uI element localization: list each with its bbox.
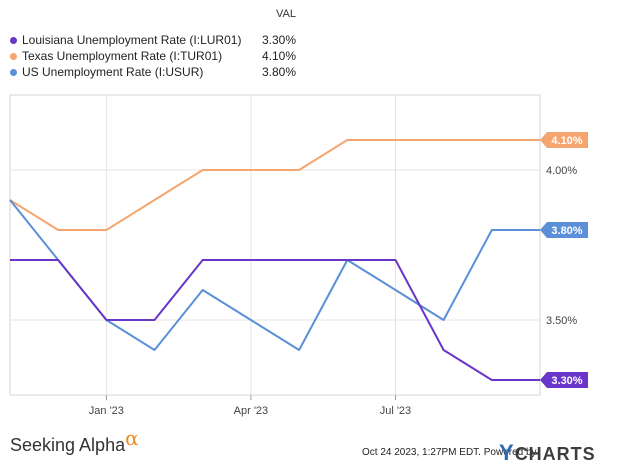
ycharts-logo-y: Y [499, 440, 515, 465]
end-value-tag-bg-2 [540, 222, 588, 238]
end-value-tag-bg-1 [540, 132, 588, 148]
plot-frame [9, 94, 541, 396]
y-tick-label-1: 4.00% [546, 165, 577, 177]
legend-label-texas: Texas Unemployment Rate (I:TUR01) [22, 49, 223, 63]
series-line-1 [9, 139, 540, 231]
y-tick-label-0: 3.50% [546, 315, 577, 327]
legend-dot-louisiana [10, 37, 17, 44]
seeking-alpha-logo: Seeking Alphaα [10, 426, 139, 456]
legend-label-louisiana: Louisiana Unemployment Rate (I:LUR01) [22, 33, 242, 47]
x-tick-label-0: Jan '23 [89, 405, 124, 417]
seeking-alpha-text: Seeking Alpha [10, 435, 126, 455]
legend-dot-texas [10, 53, 17, 60]
end-value-tag-1: 4.10% [540, 132, 588, 148]
legend-value-us: 3.80% [261, 65, 296, 79]
legend-val-header: VAL [276, 8, 296, 20]
end-value-tag-2: 3.80% [540, 222, 588, 238]
end-value-label-0: 3.30% [551, 375, 582, 387]
powered-by-text: Powered by [483, 447, 537, 458]
legend-dot-us [10, 69, 17, 76]
series-line-2 [9, 199, 540, 351]
end-value-label-1: 4.10% [551, 135, 582, 147]
end-value-label-2: 3.80% [551, 225, 582, 237]
legend-value-louisiana: 3.30% [261, 33, 296, 47]
timestamp: Oct 24 2023, 1:27PM EDT. [362, 447, 481, 458]
legend-entry-us[interactable]: US Unemployment Rate (I:USUR) 3.80% [8, 64, 308, 80]
end-value-tag-0: 3.30% [540, 372, 588, 388]
end-value-tag-bg-0 [540, 372, 588, 388]
x-tick-label-1: Apr '23 [234, 405, 269, 417]
series-line-0 [10, 259, 540, 381]
alpha-symbol: α [125, 426, 139, 450]
legend-value-texas: 4.10% [261, 49, 296, 63]
legend-entry-texas[interactable]: Texas Unemployment Rate (I:TUR01) 4.10% [8, 48, 308, 64]
x-tick-label-2: Jul '23 [380, 405, 411, 417]
legend-label-us: US Unemployment Rate (I:USUR) [22, 65, 204, 79]
footer-credit: Oct 24 2023, 1:27PM EDT. Powered by YCHA… [362, 440, 595, 465]
legend-entry-louisiana[interactable]: Louisiana Unemployment Rate (I:LUR01) 3.… [8, 32, 308, 48]
ycharts-logo-rest: CHARTS [514, 444, 596, 464]
ycharts-logo: YCHARTS [499, 440, 596, 466]
